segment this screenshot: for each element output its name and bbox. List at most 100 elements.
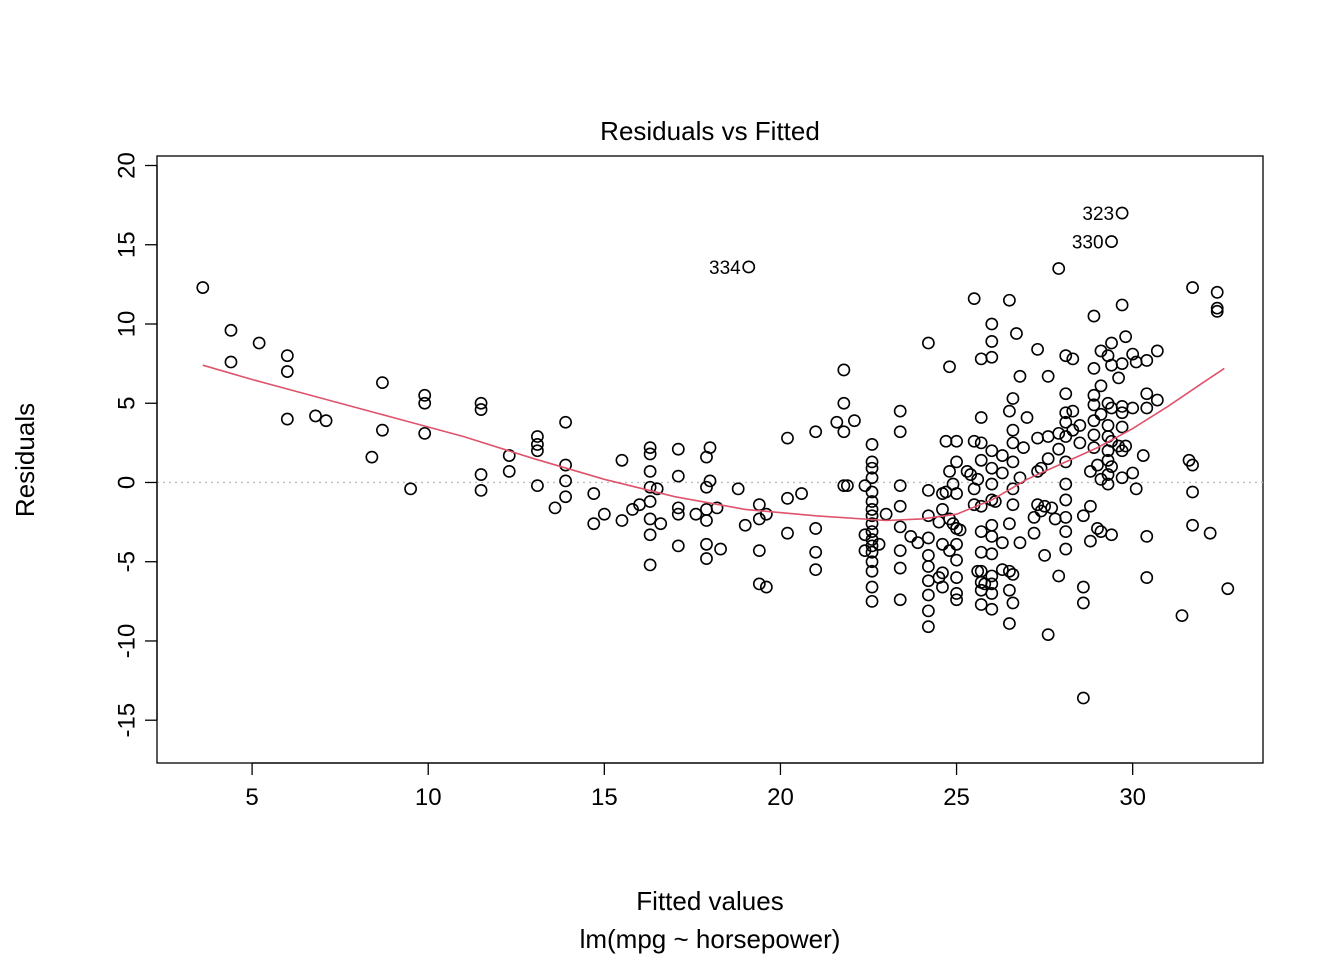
data-point	[1084, 499, 1097, 513]
data-point	[1006, 423, 1020, 437]
data-point	[1091, 522, 1104, 535]
data-point	[936, 580, 949, 594]
data-point	[781, 526, 794, 540]
data-point	[865, 545, 879, 559]
data-point	[1038, 499, 1052, 513]
data-point	[643, 441, 657, 455]
data-point	[671, 469, 685, 483]
x-tick-label: 25	[943, 784, 970, 811]
data-point	[615, 453, 629, 467]
data-point	[985, 547, 999, 561]
data-point	[921, 484, 935, 497]
data-point	[643, 480, 657, 494]
data-point	[1186, 281, 1199, 294]
data-point	[1084, 464, 1097, 478]
data-point	[1101, 453, 1115, 467]
data-point	[974, 436, 988, 450]
data-point	[319, 414, 333, 428]
data-point	[837, 363, 851, 377]
data-point	[1066, 352, 1080, 366]
data-point	[650, 482, 664, 496]
x-tick-label: 15	[591, 784, 618, 811]
data-point	[252, 336, 266, 350]
data-point	[865, 438, 879, 451]
data-point	[809, 563, 823, 577]
data-point	[1203, 526, 1217, 540]
data-point	[950, 553, 963, 567]
data-point	[559, 474, 572, 488]
x-tick-label: 10	[415, 784, 442, 811]
data-point	[1101, 477, 1115, 491]
x-tick-label: 5	[245, 784, 258, 811]
data-point	[1101, 419, 1115, 432]
data-point	[643, 528, 657, 542]
data-point	[1059, 542, 1073, 556]
data-point	[985, 587, 999, 600]
data-point	[1076, 509, 1090, 523]
data-point	[1126, 347, 1140, 361]
data-point	[1059, 387, 1073, 401]
data-point	[700, 503, 713, 516]
data-point	[1041, 628, 1055, 642]
smoother-line	[202, 364, 1225, 522]
data-point	[1006, 498, 1020, 512]
data-point	[531, 479, 544, 493]
data-point	[1006, 392, 1020, 405]
data-point	[781, 491, 794, 505]
data-point	[597, 507, 611, 521]
data-point	[474, 403, 488, 416]
data-point	[985, 461, 999, 475]
data-point	[531, 438, 544, 451]
data-point	[1059, 493, 1073, 507]
data-point	[848, 414, 861, 428]
data-point	[865, 471, 879, 485]
data-point	[1013, 536, 1027, 550]
outlier-label: 323	[1082, 204, 1114, 225]
data-point	[893, 404, 907, 418]
data-point	[752, 577, 766, 591]
data-point	[1186, 518, 1199, 532]
data-point	[280, 365, 294, 378]
data-point	[921, 588, 935, 602]
data-point	[474, 396, 488, 410]
data-point	[671, 442, 685, 456]
data-point	[830, 415, 844, 429]
data-point	[1041, 430, 1055, 443]
data-point	[795, 487, 808, 500]
data-point	[1027, 510, 1041, 524]
y-axis-label: Residuals	[10, 403, 40, 517]
data-point	[932, 515, 946, 529]
data-point	[1059, 415, 1073, 429]
data-point	[376, 423, 389, 437]
data-point	[654, 517, 668, 531]
data-point	[1076, 580, 1090, 594]
data-point	[967, 292, 981, 306]
data-point	[865, 485, 879, 499]
x-tick-label: 30	[1119, 784, 1146, 811]
y-tick-label: 10	[114, 311, 141, 338]
data-point	[1087, 414, 1101, 428]
data-point	[995, 466, 1009, 480]
data-point	[950, 487, 963, 500]
outlier-label: 334	[709, 258, 741, 279]
data-point	[943, 464, 956, 478]
data-point	[1006, 436, 1020, 450]
y-axis: -15 -10 -5 0 5 10 15 20	[114, 152, 158, 738]
data-point	[1115, 471, 1129, 485]
data-point	[1112, 371, 1125, 385]
chart-title: Residuals vs Fitted	[600, 116, 820, 146]
data-point	[710, 501, 724, 515]
data-point	[921, 531, 935, 545]
data-point	[904, 529, 918, 543]
data-point	[1059, 455, 1073, 469]
x-axis-subtitle: lm(mpg ~ horsepower)	[580, 924, 841, 954]
data-point	[1038, 548, 1052, 562]
data-point	[921, 604, 935, 618]
y-tick-label: 15	[114, 231, 141, 258]
data-point	[865, 525, 879, 539]
data-point	[872, 537, 886, 551]
data-point	[1059, 430, 1073, 443]
data-point	[893, 499, 907, 513]
data-point	[974, 352, 988, 366]
y-tick-label: 5	[114, 397, 141, 410]
